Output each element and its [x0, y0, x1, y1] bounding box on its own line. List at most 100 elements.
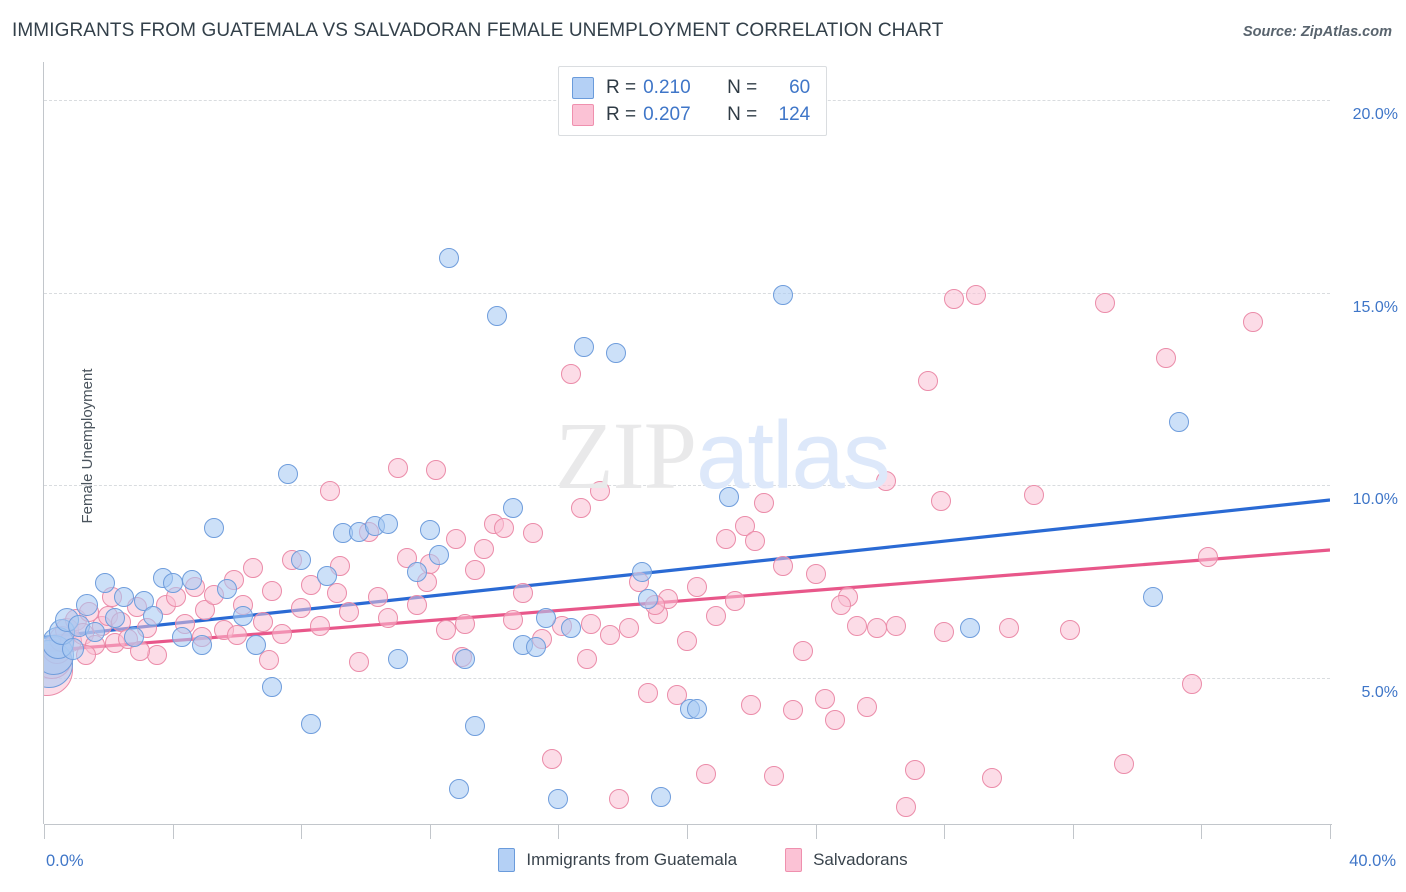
data-point-blue	[246, 635, 267, 656]
n-value-pink: 124	[778, 103, 811, 125]
data-point-pink	[866, 617, 887, 638]
data-point-pink	[310, 615, 331, 636]
r-value-pink: 0.207	[643, 103, 691, 125]
n-label-blue: N =	[727, 76, 758, 98]
gridline-15.0%	[44, 292, 1330, 294]
y-tick-label: 15.0%	[1352, 298, 1398, 316]
data-point-pink	[522, 523, 543, 544]
data-point-pink	[387, 458, 408, 478]
r-label-blue: R =	[606, 76, 637, 98]
data-point-pink	[734, 515, 755, 536]
legend-item-salvadorans[interactable]: Salvadorans	[785, 848, 908, 872]
x-axis-tick	[815, 824, 817, 839]
data-point-blue	[233, 606, 254, 627]
data-point-blue	[574, 336, 595, 357]
data-point-pink	[677, 631, 697, 652]
data-point-pink	[226, 625, 247, 646]
data-point-pink	[934, 621, 955, 642]
data-point-pink	[686, 577, 707, 598]
data-point-blue	[143, 606, 164, 627]
data-point-pink	[930, 490, 951, 511]
data-point-blue	[638, 588, 659, 609]
data-point-pink	[1059, 619, 1080, 640]
data-point-blue	[191, 635, 212, 656]
data-point-pink	[474, 538, 495, 559]
legend-item-guatemala[interactable]: Immigrants from Guatemala	[498, 848, 737, 872]
x-axis-tick	[944, 824, 946, 839]
data-point-blue	[95, 573, 116, 594]
data-point-pink	[493, 517, 514, 538]
stat-row-salvadorans: R = 0.207 N = 124	[572, 101, 810, 128]
data-point-blue	[300, 713, 321, 734]
x-axis-tick	[687, 824, 688, 839]
series-legend: Immigrants from Guatemala Salvadorans	[0, 848, 1406, 872]
data-point-blue	[316, 565, 337, 586]
data-point-pink	[824, 710, 845, 731]
data-point-blue	[455, 648, 476, 669]
data-point-blue	[124, 627, 145, 648]
data-point-pink	[445, 529, 466, 550]
data-point-pink	[326, 583, 347, 604]
data-point-pink	[895, 796, 916, 817]
data-point-blue	[487, 306, 508, 326]
data-point-pink	[349, 652, 370, 673]
data-point-blue	[525, 636, 546, 657]
data-point-pink	[378, 608, 398, 629]
data-point-pink	[259, 650, 280, 671]
y-tick-label: 20.0%	[1352, 106, 1398, 124]
data-point-pink	[252, 611, 273, 632]
data-point-pink	[1242, 311, 1263, 332]
r-label-pink: R =	[606, 103, 637, 125]
data-point-blue	[85, 621, 106, 642]
data-point-blue	[419, 519, 440, 540]
data-point-pink	[918, 371, 939, 392]
data-point-pink	[368, 586, 389, 607]
n-value-blue: 60	[789, 76, 811, 98]
gridline-5.0%	[44, 677, 1330, 679]
legend-swatch-blue	[572, 76, 594, 99]
x-axis-tick	[1072, 824, 1074, 839]
data-point-pink	[998, 617, 1019, 638]
data-point-blue	[172, 627, 193, 648]
x-axis-tick	[172, 824, 174, 839]
data-point-pink	[561, 363, 582, 384]
data-point-blue	[76, 593, 99, 616]
data-point-blue	[606, 342, 627, 363]
data-point-pink	[885, 615, 906, 636]
data-point-pink	[609, 788, 630, 809]
data-point-pink	[464, 560, 485, 580]
data-point-blue	[429, 544, 450, 565]
data-point-pink	[580, 613, 601, 634]
data-point-pink	[503, 610, 524, 631]
legend-swatch-pink	[572, 103, 594, 126]
data-point-blue	[773, 284, 794, 305]
data-point-blue	[162, 573, 183, 594]
data-point-pink	[590, 481, 611, 502]
data-point-blue	[631, 561, 652, 582]
data-point-pink	[741, 694, 762, 715]
data-point-blue	[181, 569, 202, 590]
data-point-pink	[744, 531, 765, 552]
n-label-pink: N =	[727, 103, 758, 125]
data-point-pink	[831, 594, 852, 615]
data-point-pink	[1181, 673, 1202, 694]
page-title: IMMIGRANTS FROM GUATEMALA VS SALVADORAN …	[12, 20, 944, 41]
data-point-pink	[857, 696, 878, 717]
data-point-blue	[448, 779, 469, 800]
data-point-pink	[696, 763, 717, 784]
y-tick-label: 5.0%	[1361, 683, 1398, 701]
stat-row-guatemala: R = 0.210 N = 60	[572, 74, 810, 101]
data-point-blue	[278, 463, 299, 484]
data-point-pink	[805, 563, 826, 584]
x-axis-line	[44, 824, 1332, 825]
data-point-blue	[1143, 586, 1164, 607]
data-point-pink	[426, 459, 447, 480]
data-point-pink	[1094, 292, 1115, 313]
x-axis-tick	[301, 824, 303, 839]
data-point-pink	[773, 556, 794, 577]
data-point-blue	[262, 677, 283, 698]
legend-label-salvadorans: Salvadorans	[813, 850, 908, 869]
x-axis-tick	[1201, 824, 1203, 839]
data-point-pink	[905, 760, 926, 781]
